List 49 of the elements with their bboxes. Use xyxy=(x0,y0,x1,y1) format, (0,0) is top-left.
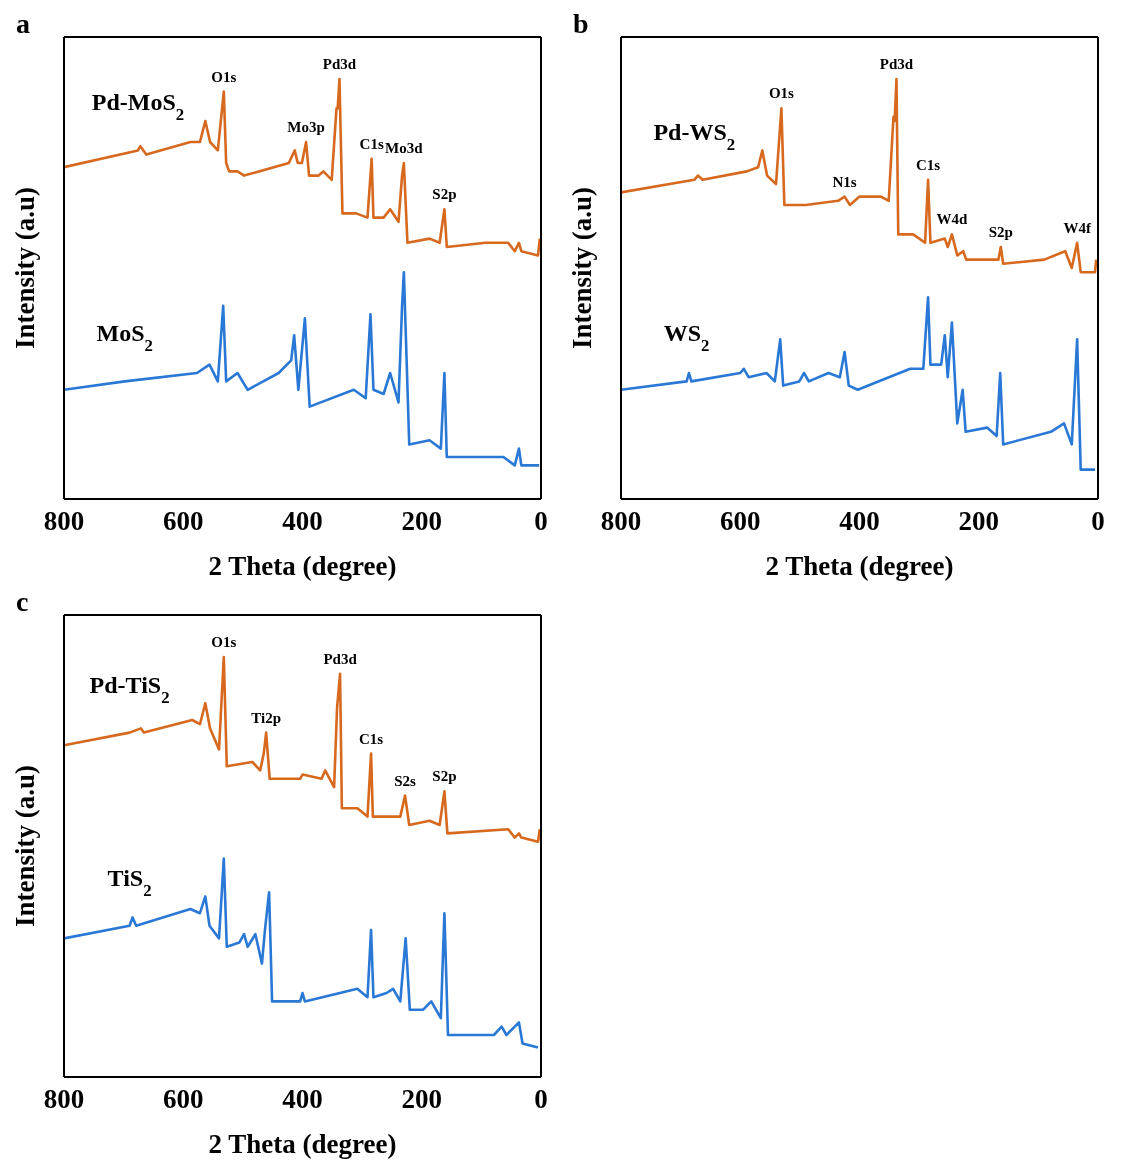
chart-title: a xyxy=(16,8,30,40)
annotation: Pd3d xyxy=(323,650,358,667)
chart-title: b xyxy=(573,8,589,40)
x-tick-label: 200 xyxy=(401,1084,442,1115)
annotation: S2p xyxy=(432,186,457,203)
x-tick-label: 600 xyxy=(720,506,761,537)
series-label: Pd-WS$_{2}$ xyxy=(653,118,736,154)
annotation: Pd3d xyxy=(879,56,914,72)
x-tick-label: 200 xyxy=(401,506,442,537)
x-tick-label: 200 xyxy=(958,506,999,537)
annotation: C1s xyxy=(358,730,384,747)
annotation: O1s xyxy=(211,68,237,85)
annotation: W4f xyxy=(1063,219,1092,236)
y-axis-title: Intensity (a.u) xyxy=(566,186,597,350)
series-label: MoS$_{2}$ xyxy=(96,320,154,355)
x-tick-label: 600 xyxy=(163,1084,204,1115)
series-label: Pd-MoS$_{2}$ xyxy=(91,89,185,124)
x-tick-label: 0 xyxy=(1091,506,1105,537)
annotation: O1s xyxy=(211,634,237,650)
annotation: Pd3d xyxy=(322,56,357,72)
annotation: C1s xyxy=(359,135,384,152)
annotation: S2s xyxy=(394,772,417,789)
annotation: O1s xyxy=(768,85,795,102)
x-axis-title: 2 Theta (degree) xyxy=(765,551,954,581)
x-tick-label: 400 xyxy=(282,1084,323,1115)
annotation: Mo3d xyxy=(385,140,424,156)
series-label: TiS$_{2}$ xyxy=(107,864,152,900)
x-tick-label: 0 xyxy=(534,1084,548,1115)
chart-title: c xyxy=(16,586,29,618)
x-tick-label: 800 xyxy=(43,506,85,537)
x-tick-label: 400 xyxy=(839,506,880,537)
x-tick-label: 800 xyxy=(43,1084,85,1115)
annotation: S2p xyxy=(432,768,457,785)
y-axis-title: Intensity (a.u) xyxy=(9,186,40,350)
y-axis-title: Intensity (a.u) xyxy=(9,764,40,928)
annotation: S2p xyxy=(988,224,1013,240)
annotation: Mo3p xyxy=(287,119,325,135)
x-tick-label: 600 xyxy=(163,506,204,537)
annotation: Ti2p xyxy=(251,709,281,726)
x-axis-title: 2 Theta (degree) xyxy=(208,1129,397,1159)
annotation: N1s xyxy=(832,173,857,190)
x-axis-title: 2 Theta (degree) xyxy=(208,551,397,581)
x-tick-label: 800 xyxy=(600,506,642,537)
series-label: WS$_{2}$ xyxy=(663,320,710,355)
x-tick-label: 0 xyxy=(534,506,548,537)
x-tick-label: 400 xyxy=(282,506,323,537)
annotation: C1s xyxy=(915,156,941,173)
annotation: W4d xyxy=(936,211,968,228)
series-label: Pd-TiS$_{2}$ xyxy=(89,671,170,707)
